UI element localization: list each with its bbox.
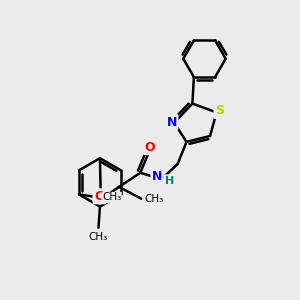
- Text: CH₃: CH₃: [89, 232, 108, 242]
- Text: O: O: [144, 141, 155, 154]
- Text: S: S: [215, 104, 224, 117]
- Text: H: H: [165, 176, 174, 186]
- Text: N: N: [152, 170, 162, 183]
- Text: CH₃: CH₃: [144, 194, 164, 204]
- Text: CH₃: CH₃: [102, 192, 121, 203]
- Text: O: O: [94, 190, 105, 203]
- Text: N: N: [167, 116, 177, 129]
